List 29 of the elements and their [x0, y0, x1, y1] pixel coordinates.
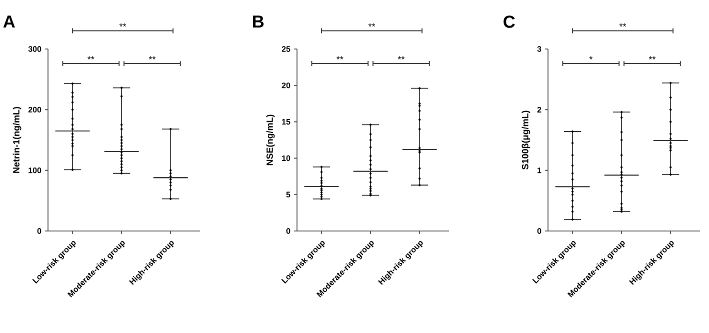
- text: **: [119, 23, 126, 27]
- chart-title: B: [253, 16, 264, 28]
- y-tick-label: 5: [286, 192, 290, 198]
- text: **: [368, 23, 376, 27]
- text: **: [619, 23, 626, 27]
- annotation: **: [648, 56, 656, 60]
- y-tick-label: 1: [538, 168, 542, 174]
- chart-title: C: [504, 16, 515, 28]
- y-tick-label: 20: [282, 82, 290, 88]
- y-axis-title: S100β(μg/mL): [522, 110, 530, 170]
- annotation: **: [88, 56, 94, 60]
- y-tick-label: 3: [537, 46, 542, 52]
- y-tick-label: 0: [37, 228, 42, 234]
- annotation: **: [336, 56, 344, 60]
- y-tick-label: 0: [537, 228, 542, 234]
- y-tick-label: 200: [28, 106, 42, 112]
- y-tick-label: 300: [28, 46, 42, 52]
- annotation: **: [148, 56, 156, 60]
- y-tick-label: 10: [282, 155, 290, 162]
- y-axis-title: Netrin-1(ng/mL): [12, 106, 22, 173]
- y-tick-label: 0: [286, 228, 290, 234]
- y-tick-label: 2: [537, 106, 542, 112]
- y-tick-label: 15: [282, 119, 290, 125]
- chart-title: A: [3, 16, 15, 28]
- y-tick-label: 25: [282, 46, 290, 52]
- y-tick-label: 100: [28, 168, 42, 174]
- annotation: **: [398, 56, 405, 60]
- y-axis-title: NSE(ng/mL): [266, 114, 275, 166]
- annotation: *: [589, 56, 593, 60]
